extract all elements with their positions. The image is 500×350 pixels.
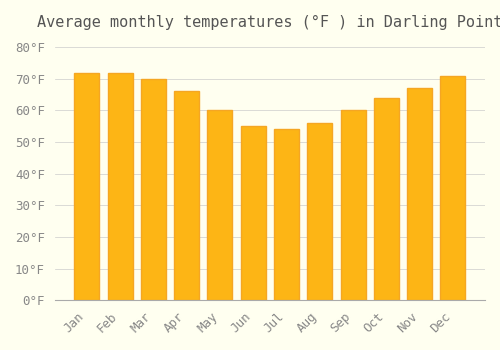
Bar [208,111,233,300]
Bar [108,72,132,300]
Bar [274,130,299,300]
Bar [407,88,432,300]
Title: Average monthly temperatures (°F ) in Darling Point: Average monthly temperatures (°F ) in Da… [37,15,500,30]
Bar [374,98,399,300]
Bar [308,123,332,300]
Bar [440,76,466,300]
Bar [240,126,266,300]
Bar [141,79,166,300]
Bar [174,91,199,300]
Bar [74,72,99,300]
Bar [340,111,365,300]
